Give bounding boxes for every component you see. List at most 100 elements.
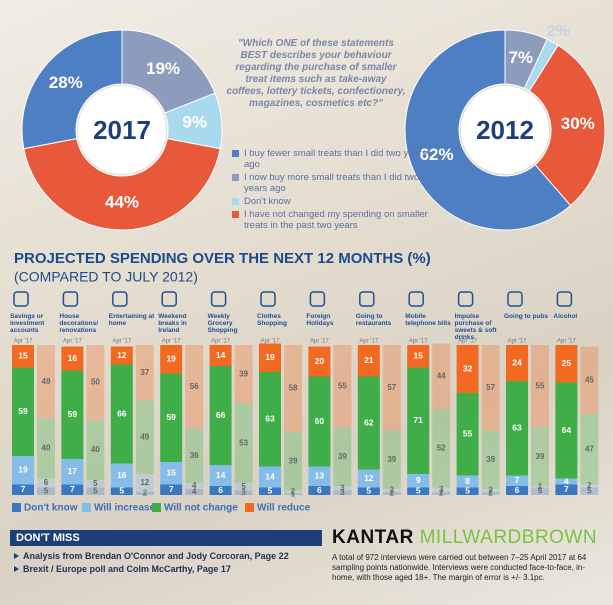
comparison-segment [86, 480, 105, 488]
comparison-segment [333, 345, 352, 428]
bar-value: 5 [416, 486, 421, 496]
legend-label: I buy fewer small treats than I did two … [244, 148, 427, 170]
comparison-value: 39 [387, 455, 396, 464]
bar-value: 13 [315, 471, 325, 481]
bar-segment [259, 487, 281, 495]
comparison-segment [333, 490, 352, 495]
comparison-segment [37, 478, 55, 488]
comparison-value: 3 [241, 488, 246, 497]
comparison-segment [382, 430, 401, 489]
comparison-value: 12 [140, 478, 149, 487]
bar-value: 25 [562, 358, 572, 368]
comparison-value: 1 [538, 482, 543, 491]
category-icon [359, 291, 375, 307]
comparison-segment [333, 427, 352, 486]
bar-value: 60 [315, 416, 325, 426]
comparison-segment [185, 429, 204, 483]
comparison-segment [37, 418, 55, 479]
period-label: Apr '17 [112, 339, 131, 345]
comparison-value: 49 [42, 377, 51, 386]
bar-value: 14 [265, 471, 275, 481]
bar-value: 64 [562, 425, 572, 435]
bar-value: 63 [512, 423, 522, 433]
bar-value: 15 [413, 351, 423, 361]
comparison-value: 39 [486, 455, 495, 464]
bar-segment [12, 456, 34, 485]
bar-value: 7 [515, 475, 520, 485]
logo-mwb: MILLWARDBROWN [419, 527, 598, 548]
comparison-value: 4 [192, 481, 197, 490]
bar-segment [259, 466, 281, 488]
bar-value: 55 [463, 429, 473, 439]
category-icon [556, 291, 573, 307]
period-label: Apr '17 [409, 339, 428, 345]
comparison-value: 49 [140, 432, 149, 441]
bar-segment [209, 366, 232, 465]
comparison-value: 3 [340, 488, 345, 497]
comparison-value: 5 [538, 486, 543, 495]
legend-swatch [232, 174, 239, 181]
comparison-segment [37, 345, 55, 419]
bar-value: 16 [117, 470, 127, 480]
category-label: Alcohol [553, 313, 578, 320]
category-icon [408, 291, 424, 307]
bar-value: 5 [366, 486, 371, 496]
legend-swatch [232, 150, 239, 157]
bar-segment [357, 376, 380, 470]
bar-value: 24 [512, 357, 522, 367]
comparison-value: 2 [143, 489, 148, 498]
bar-value: 6 [515, 485, 520, 495]
bar-value: 6 [218, 485, 223, 495]
dont-miss-list: Analysis from Brendan O'Connor and Jody … [14, 550, 314, 576]
bar-segment [160, 484, 183, 495]
bar-segment [407, 345, 430, 368]
period-label: Apr '17 [162, 339, 181, 345]
slice-label: 62% [420, 145, 454, 164]
comparison-segment [333, 486, 352, 491]
comparison-segment [531, 486, 549, 488]
bar-segment [308, 486, 331, 495]
bar-value: 32 [463, 363, 473, 373]
comparison-value: 53 [239, 438, 248, 447]
pie-center [461, 86, 549, 174]
comparison-value: 58 [289, 384, 298, 393]
bar-value: 66 [117, 408, 127, 418]
bar-segment [357, 469, 380, 488]
bar-title: PROJECTED SPENDING OVER THE NEXT 12 MONT… [14, 250, 431, 267]
bar-segment [12, 484, 34, 495]
bar-segment [456, 487, 479, 495]
category-label: Going to restaurants [355, 313, 392, 327]
bar-segment [160, 462, 183, 485]
bar-value: 12 [117, 350, 127, 360]
legend-item: I have not changed my spending on smalle… [232, 209, 432, 231]
bar-segment [110, 463, 133, 488]
comparison-value: 39 [239, 369, 248, 378]
comparison-value: 2 [488, 489, 493, 498]
comparison-value: 2 [390, 486, 395, 495]
comparison-segment [86, 345, 105, 420]
bar-segment [209, 465, 232, 486]
bar-value: 7 [70, 484, 75, 494]
comparison-value: 39 [536, 452, 545, 461]
comparison-segment [185, 489, 204, 495]
pie-slice [121, 29, 216, 114]
bar-value: 19 [18, 465, 28, 475]
comparison-segment [481, 345, 500, 431]
legend-swatch [82, 503, 91, 512]
bar-segment [12, 345, 34, 368]
comparison-segment [185, 483, 204, 489]
bar-segment [555, 484, 578, 495]
slice-label: 28% [49, 73, 83, 92]
category-label: Weekend breaks in Ireland [158, 313, 187, 334]
comparison-segment [481, 430, 500, 489]
comparison-value: 5 [241, 482, 246, 491]
bar-segment [160, 373, 183, 462]
legend-swatch [152, 503, 161, 512]
bar-segment [259, 372, 281, 467]
bar-segment [555, 478, 578, 485]
bar-segment [407, 487, 430, 495]
bar-segment [110, 346, 133, 365]
comparison-value: 39 [289, 456, 298, 465]
legend-item: I now buy more small treats than I did t… [232, 172, 432, 194]
legend-item: Don't know [232, 196, 432, 207]
